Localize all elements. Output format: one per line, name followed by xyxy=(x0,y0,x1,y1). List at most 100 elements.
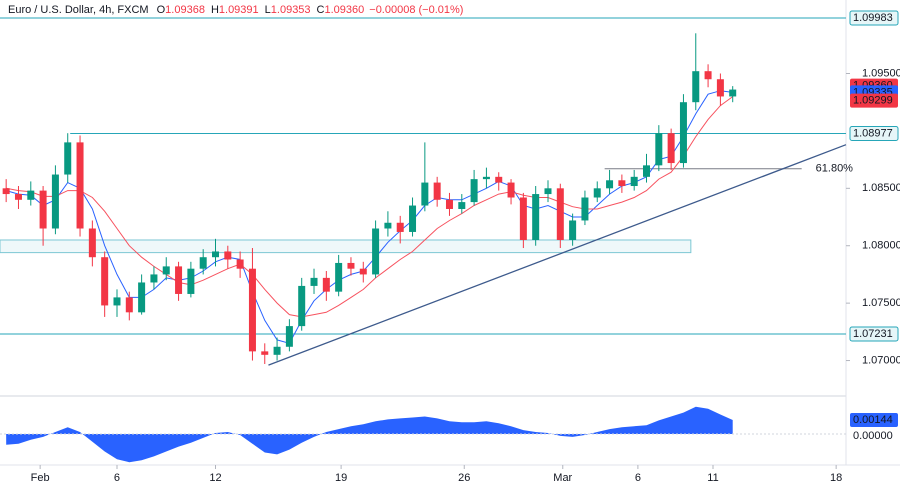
level-badge xyxy=(849,326,899,342)
candle-body xyxy=(630,176,638,187)
candle-body xyxy=(581,197,589,221)
osc-badge xyxy=(850,412,898,427)
candle-body xyxy=(532,194,540,240)
candle-body xyxy=(458,202,466,209)
candle-body xyxy=(495,176,503,183)
candle-body xyxy=(618,180,626,187)
level-label: 1.08977 xyxy=(853,127,893,139)
candle-body xyxy=(667,133,675,164)
osc-value-label: 0.00144 xyxy=(853,414,893,426)
candle-body xyxy=(519,197,527,240)
candle-body xyxy=(199,257,207,269)
candle-body xyxy=(692,71,700,103)
candle-body xyxy=(593,188,601,198)
change: −0.00008 (−0.01%) xyxy=(369,4,463,16)
candle-body xyxy=(285,326,293,347)
chart-header: Euro / U.S. Dollar, 4h, FXCM O1.09368 H 1.0… xyxy=(8,4,463,16)
x-tick-label: 11 xyxy=(707,472,718,484)
candle-body xyxy=(138,282,146,313)
x-tick-label: 18 xyxy=(830,472,842,484)
support-zone xyxy=(0,239,692,254)
ohlc-value: 1.09353 xyxy=(271,4,311,16)
level-badge xyxy=(849,10,899,26)
ohlc-key: O xyxy=(157,4,166,16)
candle-body xyxy=(482,176,490,180)
y-tick-label: 1.08000 xyxy=(862,240,900,252)
candle-body xyxy=(729,89,737,97)
candle-body xyxy=(384,222,392,229)
ohlc-key: C xyxy=(317,4,325,16)
level-badge xyxy=(849,126,899,142)
candle-body xyxy=(39,190,47,229)
oscillator-area xyxy=(6,406,733,463)
price-label: 1.09299 xyxy=(853,94,893,106)
candle-body xyxy=(606,180,614,189)
candle-body xyxy=(347,262,355,269)
moving-average xyxy=(6,90,733,344)
candle-body xyxy=(569,220,577,240)
candle-body xyxy=(101,257,109,306)
level-label: 1.07231 xyxy=(853,328,893,340)
x-tick-label: 26 xyxy=(458,472,470,484)
x-tick-label: Feb xyxy=(31,472,50,484)
ohlc-key: H xyxy=(211,4,219,16)
candle-body xyxy=(187,268,195,294)
candle-body xyxy=(27,190,35,200)
y-tick-label: 1.08500 xyxy=(862,182,900,194)
candle-body xyxy=(14,194,22,200)
candle-body xyxy=(76,142,84,229)
candle-body xyxy=(150,274,158,283)
candle-body xyxy=(396,222,404,232)
trendline xyxy=(268,144,847,366)
candle-body xyxy=(261,351,269,355)
moving-average xyxy=(6,96,733,318)
ohlc-key: L xyxy=(265,4,271,16)
candle-body xyxy=(507,182,515,198)
chart-title: Euro / U.S. Dollar, 4h, FXCM xyxy=(8,4,149,16)
candle-body xyxy=(556,188,564,240)
y-tick-label: 1.09500 xyxy=(862,67,900,79)
candle-body xyxy=(445,199,453,209)
candle-body xyxy=(716,79,724,97)
osc-tick-label: 0.00000 xyxy=(853,430,893,442)
candle-body xyxy=(643,165,651,177)
candle-body xyxy=(310,277,318,286)
candle-body xyxy=(655,133,663,166)
fib-label: 61.80% xyxy=(816,163,854,175)
candle-body xyxy=(2,188,10,195)
x-tick-label: 12 xyxy=(209,472,221,484)
candle-body xyxy=(248,268,256,352)
candle-body xyxy=(704,71,712,80)
candle-body xyxy=(359,268,367,275)
level-label: 1.09983 xyxy=(853,12,893,24)
candle-body xyxy=(175,266,183,294)
candle-body xyxy=(88,228,96,258)
candle-body xyxy=(433,182,441,200)
x-tick-label: 6 xyxy=(635,472,641,484)
candle-body xyxy=(298,285,306,327)
candle-body xyxy=(125,297,133,313)
candle-body xyxy=(679,102,687,164)
x-tick-label: Mar xyxy=(553,472,572,484)
ohlc-value: 1.09360 xyxy=(325,4,365,16)
candle-body xyxy=(421,182,429,206)
candle-body xyxy=(372,228,380,275)
candle-body xyxy=(322,277,330,292)
candle-body xyxy=(162,266,170,275)
candle-body xyxy=(64,142,72,175)
candle-body xyxy=(335,262,343,292)
x-tick-label: 19 xyxy=(335,472,347,484)
x-tick-label: 6 xyxy=(114,472,120,484)
ohlc-value: 1.09368 xyxy=(165,4,205,16)
y-tick-label: 1.07000 xyxy=(862,354,900,366)
price-badge xyxy=(850,93,898,108)
candle-body xyxy=(236,259,244,269)
candle-body xyxy=(273,346,281,355)
candle-body xyxy=(113,297,121,306)
candle-body xyxy=(470,179,478,203)
y-tick-label: 1.07500 xyxy=(862,297,900,309)
candle-body xyxy=(409,205,417,232)
candle-body xyxy=(544,188,552,195)
